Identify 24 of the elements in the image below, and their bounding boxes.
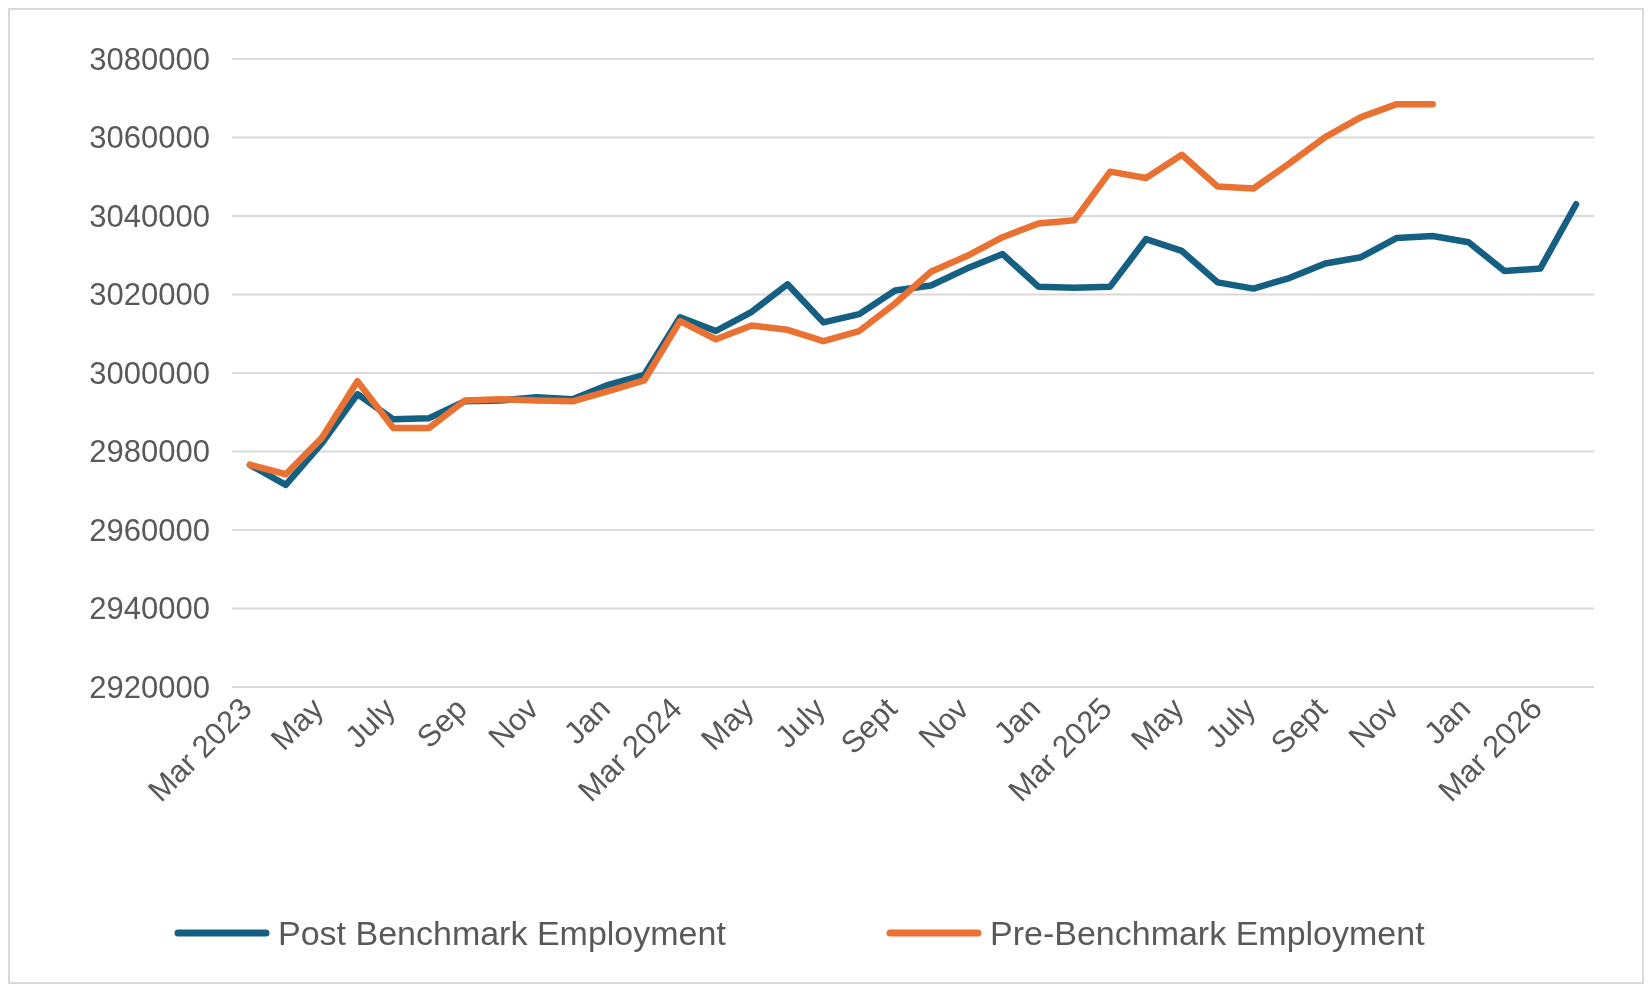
y-tick-label: 3000000 <box>89 355 210 391</box>
x-tick-label: Jan <box>1417 690 1478 751</box>
x-tick-label: July <box>768 690 833 755</box>
legend-label: Pre-Benchmark Employment <box>990 913 1426 952</box>
x-tick-label: July <box>1198 690 1263 755</box>
y-tick-label: 2960000 <box>89 512 210 548</box>
y-tick-label: 3080000 <box>89 41 210 77</box>
x-tick-label: Jan <box>556 690 617 751</box>
y-tick-label: 3040000 <box>89 198 210 234</box>
x-tick-label: Sep <box>409 690 474 755</box>
x-tick-label: May <box>264 690 331 758</box>
y-tick-label: 2920000 <box>89 669 210 705</box>
x-tick-label: Nov <box>481 690 546 755</box>
x-tick-label: Jan <box>986 690 1048 751</box>
y-tick-label: 3020000 <box>89 277 210 313</box>
y-tick-label: 2940000 <box>89 591 210 627</box>
x-tick-label: July <box>338 690 403 755</box>
x-tick-label: Nov <box>911 690 976 755</box>
y-tick-label: 2980000 <box>89 434 210 470</box>
y-tick-label: 3060000 <box>89 120 210 156</box>
x-tick-label: Nov <box>1341 690 1406 755</box>
x-tick-label: May <box>1124 690 1191 758</box>
x-tick-label: May <box>694 690 761 758</box>
legend-label: Post Benchmark Employment <box>278 913 727 952</box>
